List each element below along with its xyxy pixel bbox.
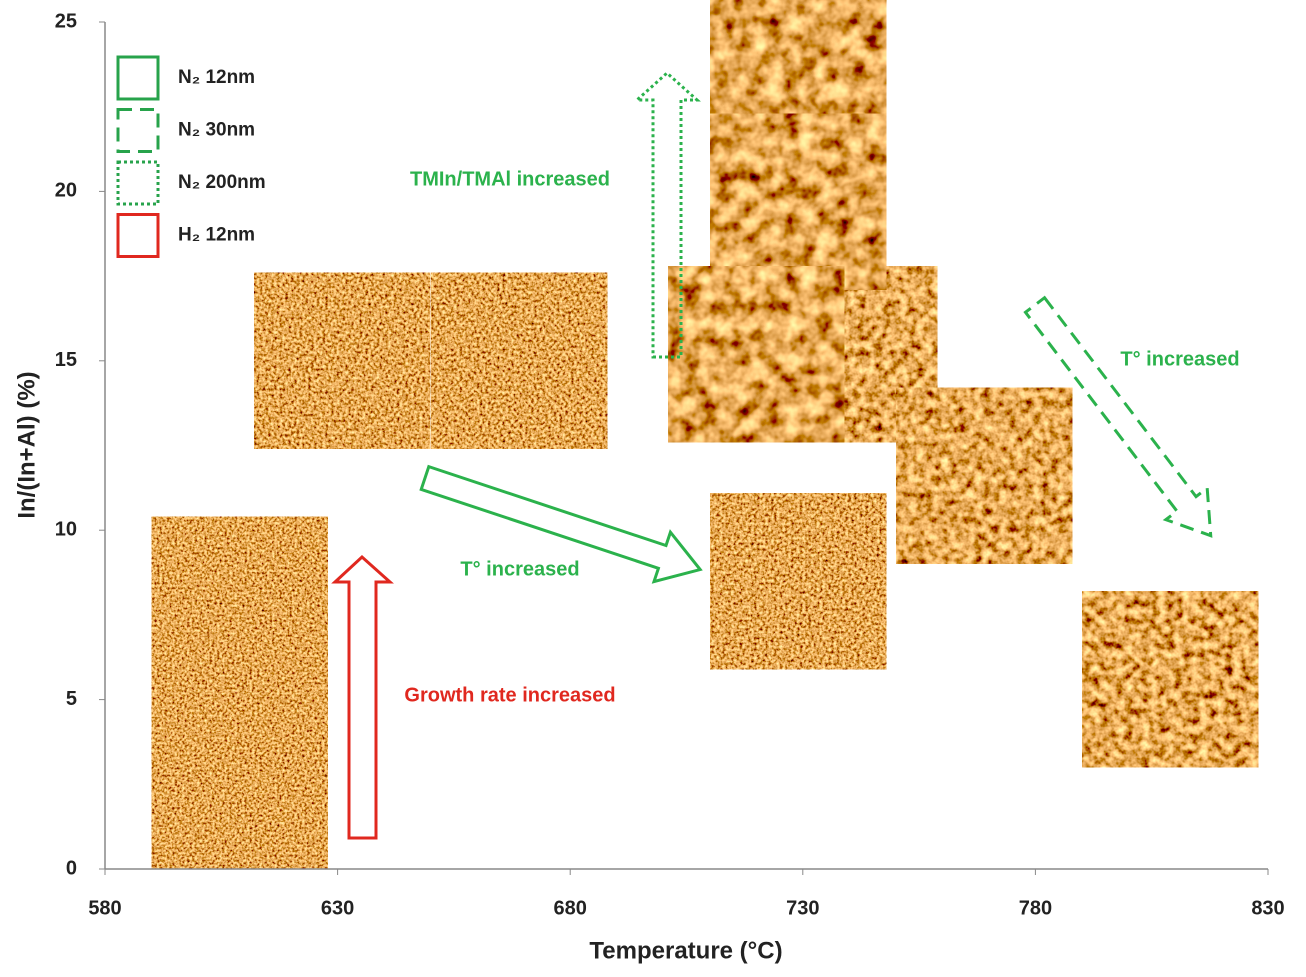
afm-image [252,270,433,451]
x-tick-label: 830 [1251,897,1284,919]
legend-swatch [116,160,160,206]
afm-image [149,514,330,695]
y-tick-label: 10 [55,518,77,540]
legend: N₂ 12nm N₂ 30nm N₂ 200nm H₂ 12nm [116,55,266,258]
afm-image [1080,589,1261,770]
x-axis-title: Temperature (°C) [589,937,782,964]
annotation: T° increased [1120,348,1239,370]
afm-image [149,690,330,871]
legend-swatch [116,213,160,258]
legend-label: H₂ 12nm [178,225,255,246]
annotation: Growth rate increased [404,684,615,706]
afm-image [708,491,889,672]
arrow [419,464,703,584]
y-tick-label: 20 [55,180,77,202]
legend-label: N₂ 30nm [178,120,255,141]
x-tick-label: 780 [1019,897,1052,919]
legend-label: N₂ 12nm [178,67,255,88]
afm-image [708,111,889,292]
arrow [331,554,394,840]
images [149,0,1261,871]
x-tick-label: 730 [786,897,819,919]
y-tick-label: 25 [55,10,77,32]
x-tick-label: 680 [554,897,587,919]
x-tick-label: 580 [88,897,121,919]
x-tick-label: 630 [321,897,354,919]
y-axis-title: In/(In+Al) (%) [13,371,40,518]
legend-swatch [116,55,160,101]
arrow [1023,295,1213,538]
y-tick-label: 0 [66,857,77,879]
legend-swatch [116,108,160,153]
y-tick-label: 5 [66,688,77,710]
annotation: TMIn/TMAl increased [410,168,610,190]
legend-label: N₂ 200nm [178,172,266,193]
afm-image [429,270,610,451]
afm-image [666,264,847,445]
afm-image [894,385,1075,566]
y-tick-label: 15 [55,349,77,371]
annotation: T° increased [460,558,579,580]
